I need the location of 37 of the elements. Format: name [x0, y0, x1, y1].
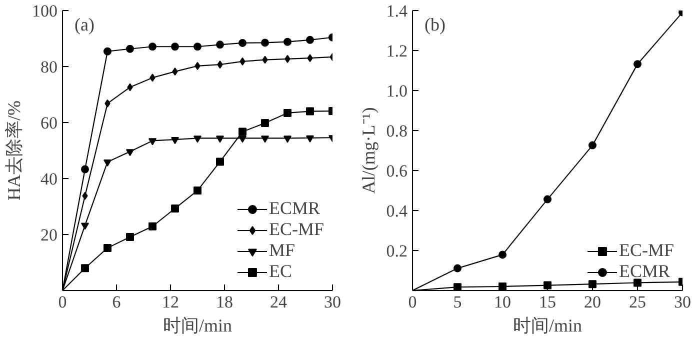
y-axis-title: Al/(mg·L⁻¹)	[358, 107, 378, 194]
annotation: (b)	[424, 14, 446, 34]
y-axis-title: HA去除率/%	[4, 100, 24, 200]
legend-label: EC-MF	[268, 219, 324, 240]
x-tick-label: 18	[216, 292, 233, 312]
y-tick-label: 80	[40, 58, 58, 76]
x-tick-label: 12	[162, 292, 179, 312]
y-tick-label: 60	[40, 114, 58, 132]
y-tick-label: 1.0	[386, 82, 408, 100]
x-tick-label: 24	[270, 292, 288, 312]
legend-label: ECMR	[268, 198, 320, 219]
y-tick-label: 0.2	[386, 242, 408, 260]
x-tick-label: 30	[674, 292, 691, 312]
annotation: (a)	[74, 14, 94, 34]
y-tick-label: 0.4	[386, 202, 408, 220]
y-tick-label: 40	[40, 170, 58, 188]
x-tick-label: 0	[408, 292, 417, 312]
x-tick-label: 5	[453, 292, 462, 312]
x-tick-label: 0	[58, 292, 67, 312]
x-tick-label: 15	[539, 292, 556, 312]
y-tick-label: 1.2	[386, 42, 408, 60]
x-tick-label: 6	[112, 292, 121, 312]
x-tick-label: 25	[629, 292, 646, 312]
x-tick-label: 10	[494, 292, 511, 312]
legend-label: EC	[268, 261, 292, 282]
legend-label: EC-MF	[618, 240, 674, 261]
y-tick-label: 0.8	[386, 122, 408, 140]
legend-label: MF	[268, 240, 295, 261]
x-axis-title: 时间/min	[163, 316, 232, 336]
x-tick-label: 30	[324, 292, 341, 312]
legend-label: ECMR	[618, 261, 670, 282]
y-tick-label: 100	[32, 2, 58, 20]
y-tick-label: 1.4	[386, 2, 408, 20]
x-tick-label: 20	[584, 292, 601, 312]
y-tick-label: 20	[40, 226, 58, 244]
y-tick-label: 0.6	[386, 162, 408, 180]
x-axis-title: 时间/min	[513, 316, 582, 336]
